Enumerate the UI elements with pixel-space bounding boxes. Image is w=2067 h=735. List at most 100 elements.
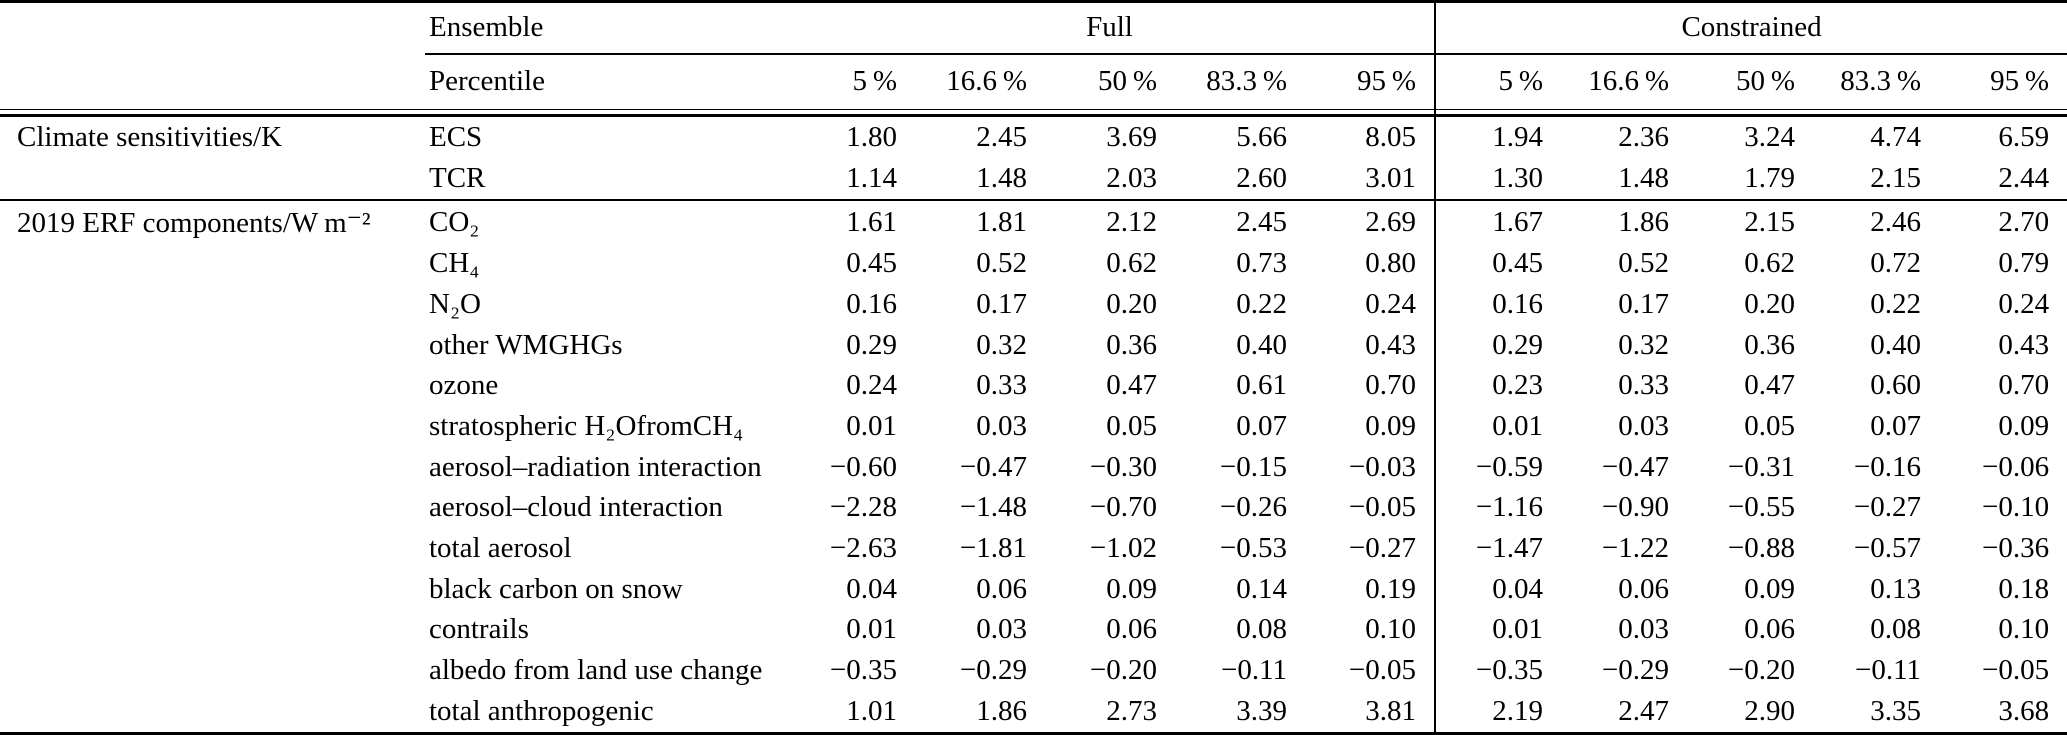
percentile-header-label: Percentile — [429, 65, 545, 98]
cell-value-constrained: 0.32 — [1618, 328, 1670, 361]
table-row: N₂O 0.16 0.17 0.20 0.22 0.24 0.16 0.17 0.20 0.22 0… — [0, 284, 2067, 325]
section-label: Climate sensitivities/K — [17, 120, 283, 153]
cell-value-constrained: 0.22 — [1870, 288, 1922, 321]
group-header-constrained: Constrained — [1434, 1, 2067, 55]
cell-value-constrained: 0.70 — [1998, 369, 2050, 402]
table-row: TCR 1.14 1.48 2.03 2.60 3.01 1.30 1.48 1.79 2.15 2… — [0, 157, 2067, 200]
row-label: N₂O — [429, 288, 481, 321]
cell-value-full: −0.15 — [1219, 450, 1287, 483]
section-label — [0, 325, 425, 366]
double-rule — [0, 109, 2067, 117]
table-row: total aerosol −2.63 −1.81 −1.02 −0.53 −0.27 −1… — [0, 528, 2067, 569]
cell-value-full: 3.01 — [1365, 161, 1417, 194]
cell-value-full: 0.61 — [1236, 369, 1287, 402]
cell-value-full: 2.03 — [1106, 161, 1157, 194]
cell-value-constrained: −0.16 — [1853, 450, 1922, 483]
cell-value-constrained: 2.19 — [1434, 690, 1562, 734]
cell-value-full: −1.48 — [959, 491, 1027, 524]
cell-value-full: 1.86 — [976, 694, 1027, 727]
cell-value-constrained: 0.03 — [1618, 613, 1670, 646]
cell-value-full: 0.47 — [1106, 369, 1157, 402]
cell-value-full: 0.73 — [1236, 247, 1287, 280]
cell-value-full: 0.19 — [1365, 572, 1417, 605]
table-row: albedo from land use change −0.35 −0.29 −0.… — [0, 650, 2067, 691]
double-rule-segment — [0, 109, 1436, 117]
cell-value-full: 1.01 — [846, 694, 897, 727]
section-label — [0, 244, 425, 285]
cell-value-full: 0.29 — [846, 328, 897, 361]
table-row: aerosol–cloud interaction −2.28 −1.48 −0.70… — [0, 487, 2067, 529]
cell-value-constrained: −0.90 — [1601, 491, 1670, 524]
table-row: other WMGHGs 0.29 0.32 0.36 0.40 0.43 0.29 0.32… — [0, 324, 2067, 366]
cell-value-constrained: −0.59 — [1434, 446, 1562, 488]
cell-value-full: 0.80 — [1365, 247, 1417, 280]
row-label: ECS — [429, 120, 483, 153]
cell-value-constrained: 0.79 — [1998, 247, 2050, 280]
cell-value-constrained: −1.22 — [1601, 532, 1670, 565]
cell-value-constrained: 0.01 — [1434, 406, 1562, 447]
row-label: other WMGHGs — [429, 328, 623, 361]
cell-value-full: −0.03 — [1348, 450, 1417, 483]
cell-value-constrained: 0.40 — [1870, 328, 1922, 361]
percentile-column-header: 5 % — [1434, 53, 1562, 110]
cell-value-constrained: 0.04 — [1434, 568, 1562, 610]
cell-value-constrained: 0.33 — [1618, 369, 1670, 402]
table-row: CH₄ 0.45 0.52 0.62 0.73 0.80 0.45 0.52 0.62 0.72 0… — [0, 243, 2067, 285]
cell-value-full: 0.36 — [1106, 328, 1157, 361]
cell-value-constrained: 0.03 — [1618, 410, 1670, 443]
cell-value-constrained: 6.59 — [1998, 120, 2050, 153]
cell-value-constrained: 2.36 — [1618, 120, 1670, 153]
cell-value-full: 0.20 — [1106, 288, 1157, 321]
cell-value-constrained: 0.05 — [1744, 410, 1796, 443]
cell-value-constrained: −0.29 — [1601, 654, 1670, 687]
cell-value-full: −1.81 — [959, 532, 1027, 565]
section-label — [0, 610, 425, 651]
row-label: TCR — [429, 161, 486, 194]
cell-value-full: 2.73 — [1106, 694, 1157, 727]
cell-value-full: 2.45 — [976, 120, 1027, 153]
row-label: aerosol–radiation interaction — [429, 450, 762, 483]
cell-value-constrained: −0.27 — [1853, 491, 1922, 524]
cell-value-full: −0.35 — [829, 654, 897, 687]
cell-value-constrained: 0.09 — [1744, 572, 1796, 605]
cell-value-full: 0.06 — [976, 572, 1027, 605]
cell-value-constrained: 0.09 — [1998, 410, 2050, 443]
cell-value-constrained: 2.46 — [1813, 198, 1940, 244]
cell-value-constrained: 0.23 — [1434, 365, 1562, 407]
row-label: total anthropogenic — [429, 694, 654, 727]
cell-value-full: −0.53 — [1219, 532, 1287, 565]
cell-value-constrained: 0.52 — [1618, 247, 1670, 280]
table-header: Ensemble Full Constrained Percentile 5 %… — [0, 1, 2067, 117]
row-label: aerosol–cloud interaction — [429, 491, 723, 524]
cell-value-constrained: 3.35 — [1870, 694, 1922, 727]
table-row: black carbon on snow 0.04 0.06 0.09 0.14 0.19… — [0, 568, 2067, 610]
section-label — [0, 691, 425, 734]
row-label: ozone — [429, 369, 499, 402]
cell-value-constrained: 4.74 — [1870, 120, 1922, 153]
cell-value-full: 0.05 — [1106, 410, 1157, 443]
cell-value-full: 0.16 — [846, 288, 897, 321]
cell-value-constrained: −0.31 — [1727, 450, 1796, 483]
percentile-column-header: 83.3 % — [1206, 65, 1287, 98]
cell-value-full: 0.24 — [1365, 288, 1417, 321]
cell-value-full: −0.26 — [1219, 491, 1287, 524]
cell-value-constrained: 0.07 — [1870, 410, 1922, 443]
table-row: 2019 ERF components/W m⁻² CO₂ 1.61 1.81 2.12… — [0, 198, 2067, 244]
cell-value-constrained: 0.06 — [1744, 613, 1796, 646]
cell-value-constrained: −1.47 — [1434, 528, 1562, 569]
cell-value-constrained: 0.29 — [1434, 324, 1562, 366]
corner-empty-cell — [0, 2, 425, 54]
table-row: ozone 0.24 0.33 0.47 0.61 0.70 0.23 0.33 0.47 0.6… — [0, 365, 2067, 407]
section-label — [0, 447, 425, 488]
percentile-column-header: 95 % — [1990, 65, 2050, 98]
cell-value-full: −0.60 — [829, 450, 897, 483]
cell-value-constrained: 2.47 — [1618, 694, 1670, 727]
cell-value-constrained: 0.08 — [1870, 613, 1922, 646]
cell-value-constrained: −0.55 — [1727, 491, 1796, 524]
cell-value-full: 0.70 — [1365, 369, 1417, 402]
cell-value-constrained: −0.05 — [1981, 654, 2050, 687]
header-row-groups: Ensemble Full Constrained — [0, 1, 2067, 55]
cell-value-constrained: 0.13 — [1870, 572, 1922, 605]
cell-value-constrained: 2.44 — [1998, 161, 2050, 194]
